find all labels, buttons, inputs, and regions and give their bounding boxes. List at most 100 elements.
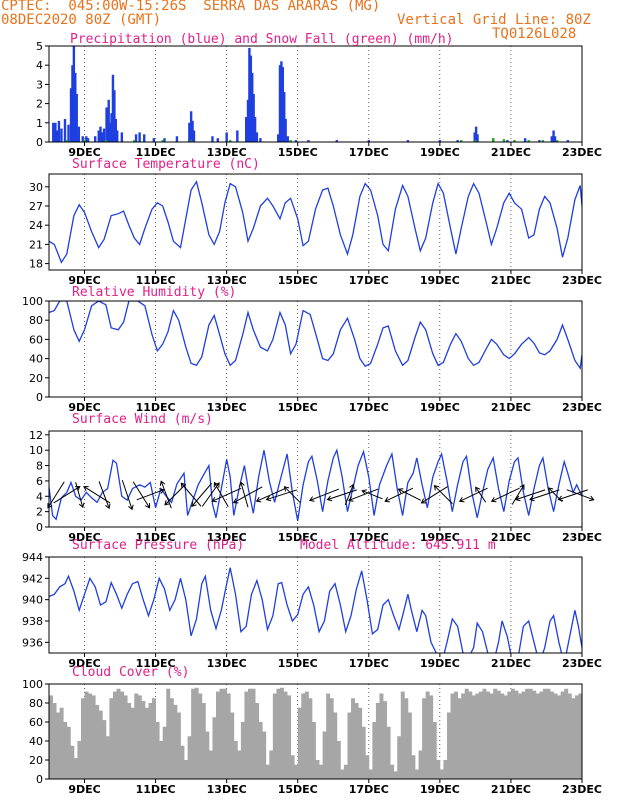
surface-pressure-line (49, 567, 582, 653)
precip-bar (192, 130, 196, 142)
cloud-bar (258, 722, 263, 779)
precip-bar (60, 128, 63, 142)
cloud-bar (56, 712, 61, 779)
cloud-bar (304, 691, 309, 779)
wind-arrow (348, 488, 379, 502)
x-tick-label: 11DEC (136, 531, 176, 544)
cloud-bar (571, 698, 576, 779)
cloud-bar (361, 726, 366, 779)
precip-bar (294, 140, 298, 142)
precip-bar (253, 117, 257, 142)
x-tick-label: 17DEC (349, 274, 389, 287)
cloud-bar (191, 688, 196, 779)
x-tick-label: 17DEC (349, 401, 389, 414)
cloud-bar (514, 690, 519, 779)
cloud-bar (63, 722, 68, 779)
cloud-bar (155, 722, 160, 779)
y-tick-label: 0 (36, 773, 43, 786)
cloud-bar (180, 745, 185, 779)
cloud-bar (574, 695, 579, 779)
y-tick-label: 2 (36, 98, 43, 111)
x-tick-label: 11DEC (136, 657, 176, 670)
cloud-bar (393, 771, 398, 779)
precip-bar (189, 111, 193, 142)
cloud-bar (343, 764, 348, 779)
cloud-bar (152, 698, 156, 779)
x-tick-label: 9DEC (68, 401, 100, 414)
cloud-bar (333, 712, 338, 779)
wind-arrow (326, 489, 357, 502)
cloud-bar (354, 703, 359, 779)
y-tick-label: 24 (29, 219, 43, 232)
x-tick-label: 23DEC (562, 531, 602, 544)
plot-frame (48, 300, 583, 398)
cloud-bar (137, 695, 142, 779)
y-tick-label: 100 (22, 678, 43, 691)
x-tick-label: 17DEC (349, 657, 389, 670)
x-tick-label: 15DEC (278, 531, 318, 544)
vertical-grid-note: Vertical Grid Line: 80Z (397, 12, 591, 28)
x-tick-label: 9DEC (68, 146, 100, 159)
precip-bar (550, 136, 553, 142)
y-tick-label: 2 (36, 506, 43, 519)
cloud-bar (194, 687, 199, 779)
cloud-bar (105, 736, 110, 779)
precip-bar (216, 138, 219, 142)
x-tick-label: 9DEC (68, 657, 100, 670)
wind-arrow (566, 489, 595, 502)
cloud-bar (297, 707, 302, 779)
cloud-bar (525, 688, 530, 779)
cloud-bar (443, 760, 448, 779)
precip-bar (552, 130, 555, 142)
wind-arrow (514, 489, 546, 502)
cloud-bar (486, 691, 491, 779)
y-tick-label: 60 (29, 333, 43, 346)
cloud-bar (368, 769, 373, 779)
cloud-bar (557, 695, 562, 779)
cloud-bar (404, 698, 409, 779)
precip-bar (236, 130, 239, 142)
cloud-bar (216, 691, 220, 779)
relative-humidity-line (49, 301, 582, 370)
y-tick-label: 5 (36, 40, 43, 53)
x-tick-label: 13DEC (207, 657, 247, 670)
precip-bar (456, 140, 459, 142)
cloud-bar (208, 750, 213, 779)
wind-arrow (361, 489, 383, 500)
cloud-bar (560, 691, 565, 779)
precip-bar (248, 47, 251, 142)
snow-bar (289, 140, 292, 142)
cloud-bar (397, 736, 402, 779)
cloud-bar (375, 703, 380, 779)
cloud-bar (539, 691, 544, 779)
cloud-bar (244, 691, 249, 779)
x-tick-label: 19DEC (420, 401, 460, 414)
cloud-bar (169, 698, 174, 779)
cloud-bar (240, 722, 245, 779)
precip-bar (86, 138, 90, 142)
cloud-bar (144, 707, 149, 779)
y-tick-label: 80 (29, 314, 43, 327)
plot-frame (48, 430, 583, 528)
cloud-bar (379, 693, 384, 779)
wind-arrow (180, 482, 202, 507)
cloud-bar (450, 693, 455, 779)
cloud-bar (414, 769, 419, 779)
wind-arrow (213, 481, 229, 508)
x-tick-label: 15DEC (278, 274, 318, 287)
cloud-bar (407, 712, 412, 779)
cloud-bar (198, 693, 203, 779)
cloud-bar (269, 750, 274, 779)
cloud-bar (532, 690, 537, 779)
precip-bar (367, 140, 370, 142)
y-tick-label: 3 (36, 78, 43, 91)
x-tick-label: 23DEC (562, 146, 602, 159)
cloud-bar (358, 707, 363, 779)
precip-bar (114, 118, 118, 142)
snow-bar (555, 140, 559, 142)
cloud-bar (112, 691, 117, 779)
plot-frame (48, 45, 583, 143)
panel-title: Surface Pressure (hPa) (72, 538, 244, 553)
cloud-bar (134, 693, 139, 779)
cloud-bar (173, 704, 178, 779)
